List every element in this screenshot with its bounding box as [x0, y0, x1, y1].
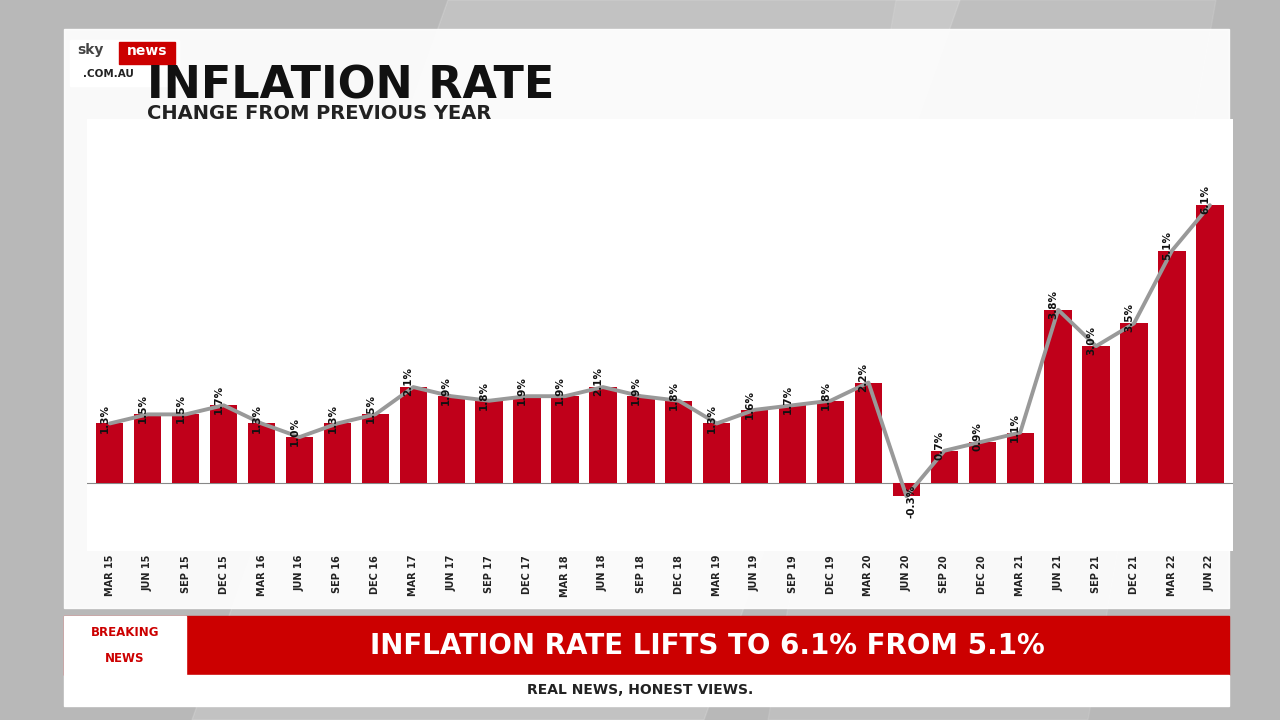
Bar — [362, 415, 389, 482]
Bar — [855, 382, 882, 482]
Text: 2.1%: 2.1% — [593, 367, 603, 396]
Text: 1.5%: 1.5% — [138, 395, 147, 423]
Bar — [96, 423, 123, 482]
Bar — [70, 40, 179, 86]
Text: 1.7%: 1.7% — [214, 385, 224, 415]
Bar — [1120, 323, 1148, 482]
Bar — [741, 410, 768, 482]
Text: 3.8%: 3.8% — [1048, 290, 1059, 319]
Bar — [210, 405, 237, 482]
Text: 0.9%: 0.9% — [973, 422, 982, 451]
Bar — [931, 451, 957, 482]
Text: 2.1%: 2.1% — [403, 367, 413, 396]
Bar — [589, 387, 617, 482]
Text: 1.5%: 1.5% — [365, 395, 375, 423]
Text: 1.3%: 1.3% — [100, 403, 110, 433]
Text: 2.2%: 2.2% — [859, 363, 868, 392]
Bar — [399, 387, 428, 482]
Text: 1.6%: 1.6% — [745, 390, 755, 419]
Text: 1.9%: 1.9% — [556, 377, 564, 405]
Bar — [1006, 433, 1034, 482]
Bar — [780, 405, 806, 482]
Text: 1.9%: 1.9% — [631, 377, 641, 405]
Text: 3.0%: 3.0% — [1085, 326, 1096, 355]
Text: 1.8%: 1.8% — [820, 381, 831, 410]
Text: 5.1%: 5.1% — [1162, 230, 1172, 260]
Bar — [1044, 310, 1071, 482]
Text: 1.3%: 1.3% — [707, 403, 717, 433]
Bar — [119, 42, 175, 64]
Text: .COM.AU: .COM.AU — [83, 69, 134, 79]
Bar — [1158, 251, 1185, 482]
Text: 1.3%: 1.3% — [252, 403, 261, 433]
Bar — [1197, 205, 1224, 482]
Bar — [817, 401, 845, 482]
Text: INFLATION RATE LIFTS TO 6.1% FROM 5.1%: INFLATION RATE LIFTS TO 6.1% FROM 5.1% — [370, 632, 1044, 660]
Bar — [892, 482, 920, 496]
Text: BREAKING: BREAKING — [91, 626, 159, 639]
Bar — [285, 437, 314, 482]
Text: INFLATION RATE: INFLATION RATE — [147, 65, 554, 108]
Text: news: news — [127, 44, 168, 58]
Text: 3.5%: 3.5% — [1124, 303, 1134, 333]
Bar — [703, 423, 731, 482]
Bar — [248, 423, 275, 482]
Bar — [666, 401, 692, 482]
Bar — [513, 396, 540, 482]
Text: 1.1%: 1.1% — [1010, 413, 1020, 441]
Text: 6.1%: 6.1% — [1199, 185, 1210, 215]
Polygon shape — [192, 0, 960, 720]
Text: 1.5%: 1.5% — [175, 395, 186, 423]
Text: 1.3%: 1.3% — [328, 403, 338, 433]
Bar — [64, 616, 1229, 675]
Bar — [552, 396, 579, 482]
Bar — [438, 396, 465, 482]
Text: NEWS: NEWS — [105, 652, 145, 665]
Bar — [64, 675, 1229, 706]
Bar — [134, 415, 161, 482]
Bar — [969, 441, 996, 482]
Text: 1.7%: 1.7% — [782, 385, 792, 415]
Text: CHANGE FROM PREVIOUS YEAR: CHANGE FROM PREVIOUS YEAR — [147, 104, 492, 123]
Polygon shape — [768, 0, 1216, 720]
Text: 1.0%: 1.0% — [289, 417, 300, 446]
Bar — [324, 423, 351, 482]
Bar — [627, 396, 654, 482]
Bar — [475, 401, 503, 482]
Bar — [64, 616, 186, 675]
Text: 1.9%: 1.9% — [442, 377, 452, 405]
Text: -0.3%: -0.3% — [906, 485, 916, 518]
Bar — [1083, 346, 1110, 482]
Text: REAL NEWS, HONEST VIEWS.: REAL NEWS, HONEST VIEWS. — [527, 683, 753, 698]
Bar — [172, 415, 200, 482]
Text: sky: sky — [77, 43, 104, 57]
Text: 1.9%: 1.9% — [517, 377, 527, 405]
Bar — [64, 29, 1229, 608]
Text: 1.8%: 1.8% — [669, 381, 678, 410]
Text: 0.7%: 0.7% — [934, 431, 945, 460]
Text: 1.8%: 1.8% — [479, 381, 489, 410]
